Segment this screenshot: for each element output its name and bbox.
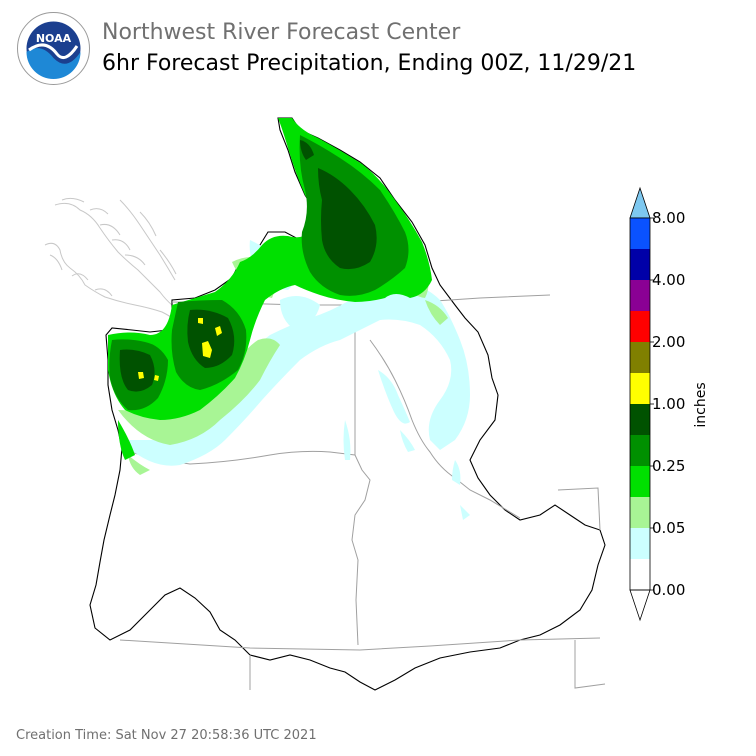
colorbar-tick-label: 8.00: [652, 209, 685, 227]
colorbar-tick-label: 1.00: [652, 395, 685, 413]
logo-bird: [28, 43, 79, 60]
colorbar-tick-label: 2.00: [652, 333, 685, 351]
colorbar-bin: [630, 373, 650, 404]
colorbar-bin: [630, 528, 650, 559]
colorbar-unit-label: inches: [693, 382, 709, 427]
colorbar-bin: [630, 280, 650, 311]
colorbar-bin: [630, 404, 650, 435]
colorbar-bin: [630, 218, 650, 249]
nwrfc-basin-boundary: [89, 117, 606, 691]
logo-text: NOAA: [36, 32, 72, 45]
colorbar-bin: [630, 342, 650, 373]
colorbar-tick-label: 4.00: [652, 271, 685, 289]
colorbar-under-triangle: [629, 589, 651, 622]
creation-time: Creation Time: Sat Nov 27 20:58:36 UTC 2…: [16, 728, 317, 743]
colorbar-ticks: 0.00 0.05 0.25 1.00 2.00 4.00 8.00: [650, 209, 685, 599]
colorbar-bin: [630, 466, 650, 497]
precip-layer-1.00: [119, 140, 377, 392]
logo-sea: [26, 48, 81, 79]
colorbar: 0.00 0.05 0.25 1.00 2.00 4.00 8.00 inches: [629, 186, 709, 622]
colorbar-tick-label: 0.05: [652, 519, 685, 537]
colorbar-bin: [630, 435, 650, 466]
map-subtitle: 6hr Forecast Precipitation, Ending 00Z, …: [102, 51, 637, 76]
colorbar-bin: [630, 311, 650, 342]
colorbar-bin: [630, 249, 650, 280]
colorbar-bins: [629, 186, 651, 622]
colorbar-tick-label: 0.25: [652, 457, 685, 475]
colorbar-over-triangle: [629, 186, 651, 219]
precip-layer-2.00: [138, 318, 222, 381]
colorbar-tick-label: 0.00: [652, 581, 685, 599]
canada-coastline: [44, 197, 177, 321]
colorbar-bin: [630, 497, 650, 528]
colorbar-bin: [630, 559, 650, 590]
map-title: Northwest River Forecast Center: [102, 20, 461, 45]
noaa-logo: NOAA: [17, 12, 90, 85]
